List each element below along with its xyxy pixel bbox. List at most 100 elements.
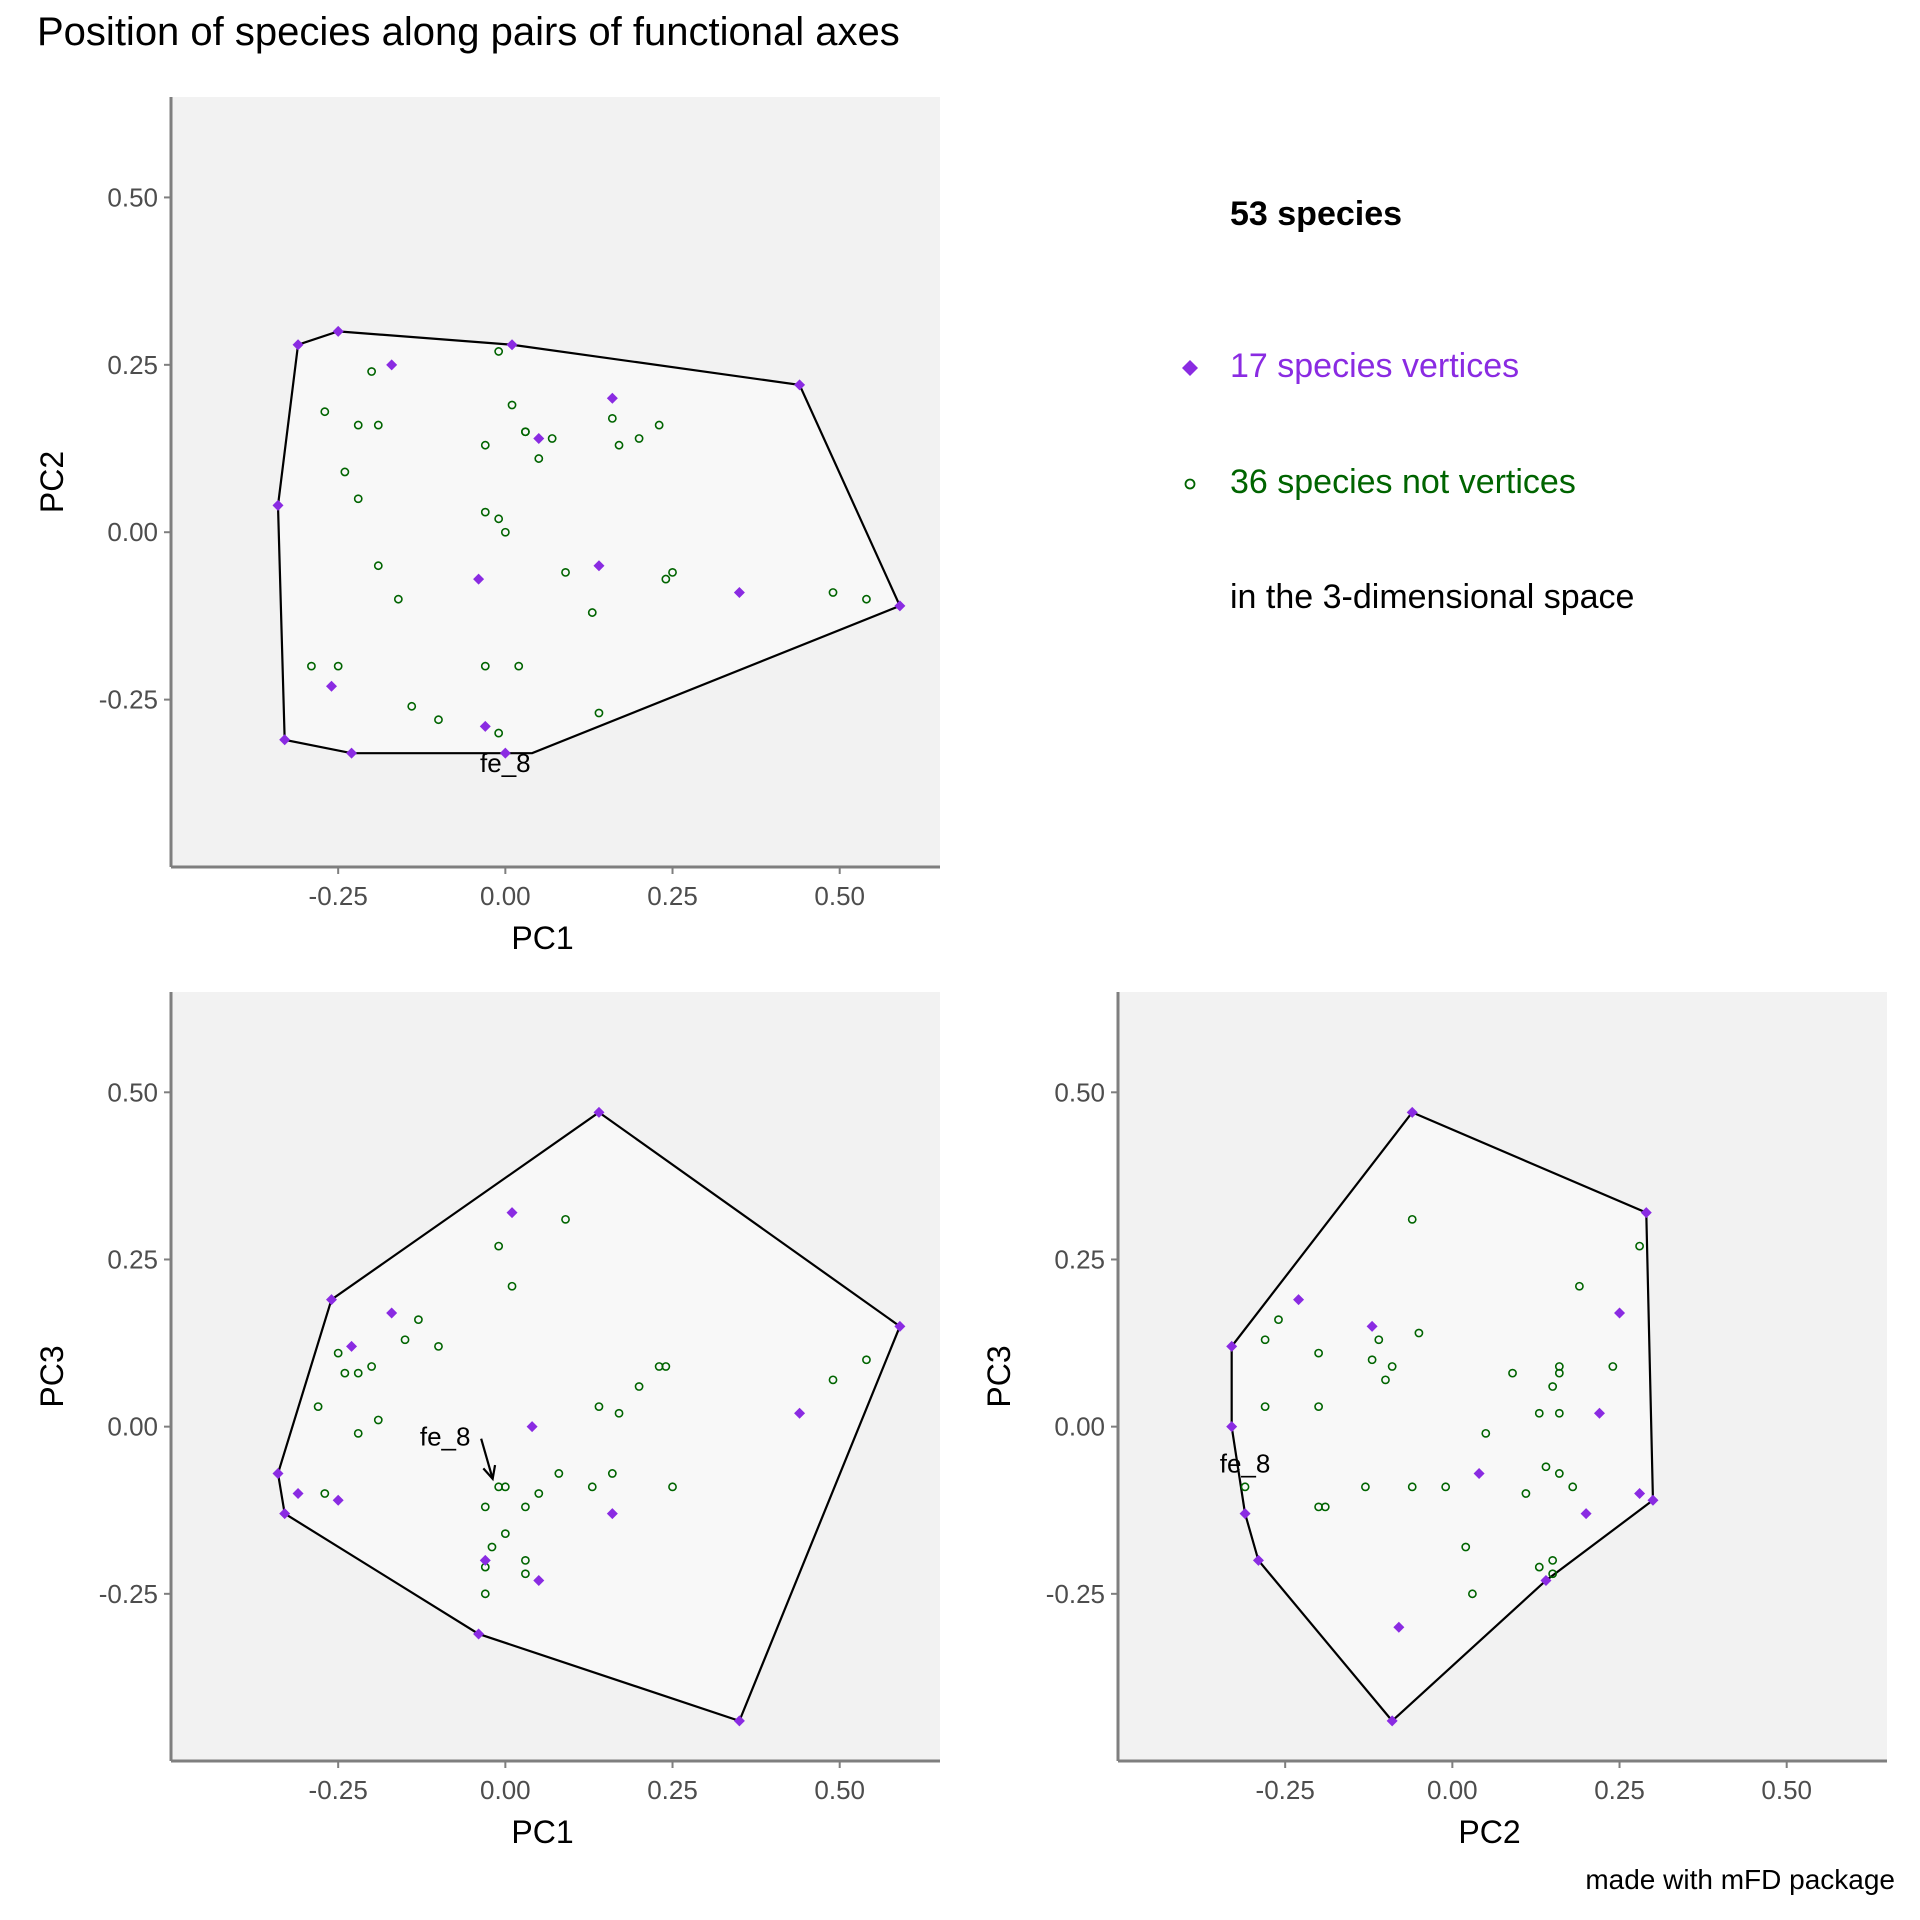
- label-arrow: [480, 1438, 494, 1480]
- nonvertex-point: [607, 413, 617, 423]
- vertex-point: [733, 586, 745, 598]
- nonvertex-point: [353, 1368, 363, 1378]
- nonvertex-point: [307, 661, 316, 671]
- vertex-point: [1473, 1467, 1485, 1479]
- vertex-point: [1580, 1508, 1592, 1520]
- nonvertex-point: [614, 440, 624, 450]
- y-axis-title: PC3: [981, 1345, 1017, 1407]
- nonvertex-point: [1387, 1362, 1397, 1371]
- x-tick-label: 0.25: [1594, 1775, 1645, 1805]
- vertex-point: [1540, 1574, 1552, 1586]
- vertex-point: [606, 392, 618, 404]
- scatter-panel-pc2-pc3: -0.25 0.00 0.25 0.50 -0.25 0.00 0.25 0.50 PC2 PC3…: [981, 992, 1887, 1850]
- nonvertex-point: [507, 400, 517, 410]
- vertex-point: [325, 680, 337, 692]
- nonvertex-point: [1521, 1489, 1531, 1498]
- nonvertex-point: [353, 1428, 363, 1438]
- nonvertex-point: [547, 434, 557, 443]
- nonvertex-point: [480, 1502, 490, 1512]
- vertex-point: [593, 560, 605, 572]
- nonvertex-point: [668, 1482, 677, 1492]
- nonvertex-point: [1534, 1562, 1544, 1572]
- nonvertex-point: [320, 1489, 330, 1498]
- nonvertex-point: [434, 1342, 443, 1351]
- nonvertex-point: [320, 407, 330, 417]
- nonvertex-point: [1361, 1482, 1370, 1492]
- y-axis-title: PC3: [34, 1345, 70, 1407]
- nonvertex-point: [1260, 1335, 1270, 1345]
- nonvertex-point: [373, 420, 383, 430]
- y-tick-label: 0.25: [107, 350, 158, 380]
- vertex-point: [1614, 1307, 1626, 1319]
- convex-hull: [276, 1111, 902, 1723]
- vertex-point: [794, 1407, 806, 1419]
- nonvertex-point: [668, 567, 677, 577]
- nonvertex-point: [1548, 1382, 1558, 1391]
- vertex-point: [473, 573, 485, 585]
- nonvertex-point: [480, 1589, 490, 1599]
- nonvertex-point: [494, 1241, 504, 1251]
- nonvertex-point: [587, 608, 597, 617]
- vertex-point: [606, 1508, 618, 1520]
- legend-title: 53 species: [1230, 195, 1403, 233]
- y-tick-label: 0.50: [107, 182, 158, 212]
- nonvertex-point: [353, 420, 363, 430]
- legend-space-label: in the 3-dimensional space: [1230, 578, 1635, 616]
- nonvertex-point: [1568, 1482, 1578, 1492]
- vertex-point: [1593, 1407, 1605, 1419]
- nonvertex-point: [1374, 1335, 1384, 1345]
- convex-hull: [276, 330, 902, 755]
- vertex-point: [1239, 1508, 1251, 1520]
- nonvertex-point: [1367, 1355, 1377, 1365]
- vertex-point: [346, 1340, 358, 1352]
- nonvertex-point: [480, 661, 490, 671]
- vertex-point: [533, 1574, 545, 1586]
- nonvertex-point: [1534, 1408, 1544, 1418]
- x-tick-label: 0.00: [480, 1775, 531, 1805]
- nonvertex-point: [1314, 1348, 1324, 1358]
- x-axis-title: PC1: [511, 1814, 573, 1850]
- nonvertex-point: [561, 567, 570, 577]
- vertex-point: [506, 339, 518, 351]
- x-tick-label: 0.25: [647, 881, 698, 911]
- nonvertex-point: [373, 1415, 383, 1425]
- nonvertex-point: [340, 467, 350, 477]
- nonvertex-point: [1575, 1281, 1584, 1291]
- vertex-point: [473, 1628, 485, 1640]
- nonvertex-point: [1414, 1328, 1424, 1338]
- nonvertex-point: [313, 1402, 323, 1411]
- vertex-point: [479, 1554, 491, 1566]
- vertex-legend-icon: [1182, 360, 1198, 376]
- x-tick-label: -0.25: [309, 881, 368, 911]
- vertex-point: [1647, 1494, 1659, 1506]
- vertex-point: [1226, 1421, 1238, 1433]
- nonvertex-point: [1554, 1469, 1564, 1478]
- nonvertex-point: [654, 420, 664, 430]
- caption: made with mFD package: [1585, 1864, 1895, 1895]
- nonvertex-point: [521, 1502, 530, 1512]
- vertex-point: [1406, 1106, 1418, 1118]
- nonvertex-point: [480, 507, 490, 517]
- y-tick-label: 0.00: [107, 517, 158, 547]
- y-axis-title: PC2: [34, 451, 70, 513]
- nonvertex-point: [1407, 1214, 1417, 1224]
- y-tick-label: -0.25: [1046, 1579, 1105, 1609]
- nonvertex-point: [1608, 1362, 1618, 1371]
- vertex-point: [346, 747, 358, 759]
- vertex-point: [506, 1207, 518, 1219]
- vertex-point: [593, 1106, 605, 1118]
- nonvertex-point: [1508, 1368, 1517, 1378]
- vertex-point: [1366, 1320, 1378, 1332]
- x-tick-label: 0.50: [814, 881, 865, 911]
- nonvertex-point: [521, 1569, 530, 1579]
- nonvertex-point: [494, 514, 504, 524]
- vertex-point: [533, 432, 545, 444]
- x-tick-label: -0.25: [1256, 1775, 1315, 1805]
- vertex-point: [794, 379, 806, 391]
- nonvertex-point: [1461, 1542, 1471, 1552]
- nonvertex-point: [373, 561, 383, 571]
- vertex-point: [894, 600, 906, 612]
- nonvertex-point: [1381, 1375, 1390, 1385]
- nonvertex-point: [434, 715, 443, 725]
